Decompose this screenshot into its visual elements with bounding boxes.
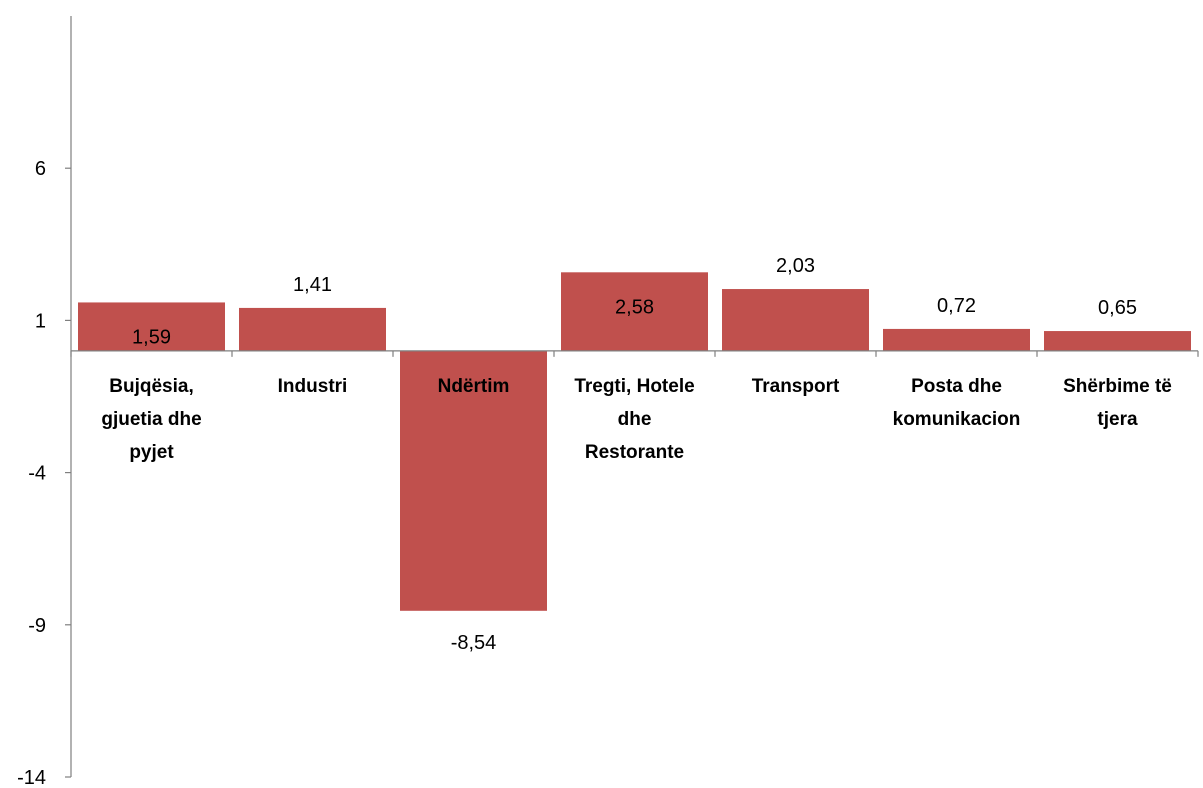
category-label-line: Transport [752, 376, 840, 397]
category-labels: Bujqësia, gjuetia dhe pyjet Industri Ndërtim… [101, 376, 1172, 463]
category-label: Ndërtim [438, 376, 510, 397]
y-tick-label: -14 [17, 767, 46, 788]
category-label-line: Shërbime të [1063, 376, 1172, 397]
y-tick-label: 1 [35, 310, 46, 332]
y-tick-label: 6 [35, 158, 46, 180]
category-label-line: gjuetia dhe [101, 409, 201, 430]
bar [561, 272, 708, 351]
data-label: 2,03 [776, 255, 815, 277]
category-label-line: pyjet [129, 442, 174, 463]
data-label: 1,59 [132, 326, 171, 348]
category-label: Bujqësia, gjuetia dhe pyjet [101, 376, 201, 463]
category-label-line: Bujqësia, [109, 376, 193, 397]
y-tick-label: -9 [28, 615, 46, 637]
category-label: Transport [752, 376, 840, 397]
category-label-line: Tregti, Hotele [574, 376, 694, 397]
bar [239, 307, 386, 351]
category-label: Shërbime të tjera [1063, 376, 1172, 430]
category-label-line: Posta dhe [911, 376, 1002, 397]
y-axis-ticks: 6 1 -4 -9 -14 [17, 158, 71, 788]
data-label: 1,41 [293, 274, 332, 296]
y-tick-label: -4 [28, 463, 46, 485]
category-label-line: tjera [1097, 409, 1138, 430]
axes-layer [70, 16, 1199, 777]
category-label-line: Industri [278, 376, 348, 397]
bar [400, 350, 547, 611]
bar [78, 302, 225, 351]
value-labels: 1,59 1,41 -8,54 2,58 2,03 0,72 0,65 [132, 255, 1137, 654]
category-label-line: komunikacion [893, 409, 1021, 430]
bar [722, 289, 869, 351]
bars-layer [78, 272, 1191, 611]
bar [883, 328, 1030, 351]
data-label: 0,72 [937, 295, 976, 317]
bar [1044, 331, 1191, 351]
category-label-line: Restorante [585, 442, 684, 463]
category-label: Posta dhe komunikacion [893, 376, 1021, 430]
data-label: 2,58 [615, 296, 654, 318]
category-label: Industri [278, 376, 348, 397]
category-label-line: dhe [618, 409, 652, 430]
data-label: -8,54 [451, 632, 497, 654]
data-label: 0,65 [1098, 297, 1137, 319]
category-label: Tregti, Hotele dhe Restorante [574, 376, 694, 463]
category-label-line: Ndërtim [438, 376, 510, 397]
